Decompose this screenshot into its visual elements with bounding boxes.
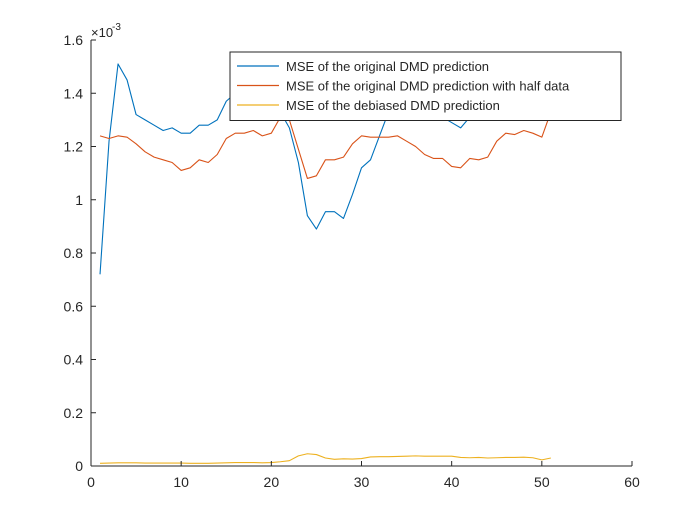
x-tick-label: 20 <box>264 474 280 490</box>
y-exponent-power: -3 <box>112 22 121 33</box>
y-tick-label: 1 <box>75 192 83 208</box>
axis-ticks: 0 10 20 30 40 50 60 0 0.2 0.4 0.6 0.8 1 1.2 1.4 1.6 <box>64 32 640 490</box>
legend-label-3: MSE of the debiased DMD prediction <box>286 98 500 113</box>
series-line-2 <box>99 111 552 179</box>
legend: MSE of the original DMD prediction MSE of… <box>229 51 622 121</box>
y-tick-label: 0.2 <box>64 405 84 421</box>
x-tick-label: 40 <box>444 474 460 490</box>
legend-label-2: MSE of the original DMD prediction with … <box>286 79 570 94</box>
y-exponent-label: ×10 -3 <box>91 22 121 40</box>
y-tick-label: 1.4 <box>64 85 84 101</box>
x-tick-label: 10 <box>173 474 189 490</box>
y-tick-label: 0 <box>75 458 83 474</box>
legend-box <box>229 51 622 121</box>
legend-label-1: MSE of the original DMD prediction <box>286 59 489 74</box>
y-tick-label: 0.6 <box>64 298 84 314</box>
y-tick-label: 0.8 <box>64 245 84 261</box>
y-tick-label: 1.6 <box>64 32 84 48</box>
series-line-3 <box>100 453 551 464</box>
x-tick-label: 60 <box>624 474 640 490</box>
y-tick-label: 1.2 <box>64 139 84 155</box>
y-exponent-base: ×10 <box>91 25 113 40</box>
y-tick-label: 0.4 <box>64 352 84 368</box>
x-tick-label: 30 <box>354 474 370 490</box>
x-tick-label: 50 <box>534 474 550 490</box>
x-tick-label: 0 <box>87 474 95 490</box>
